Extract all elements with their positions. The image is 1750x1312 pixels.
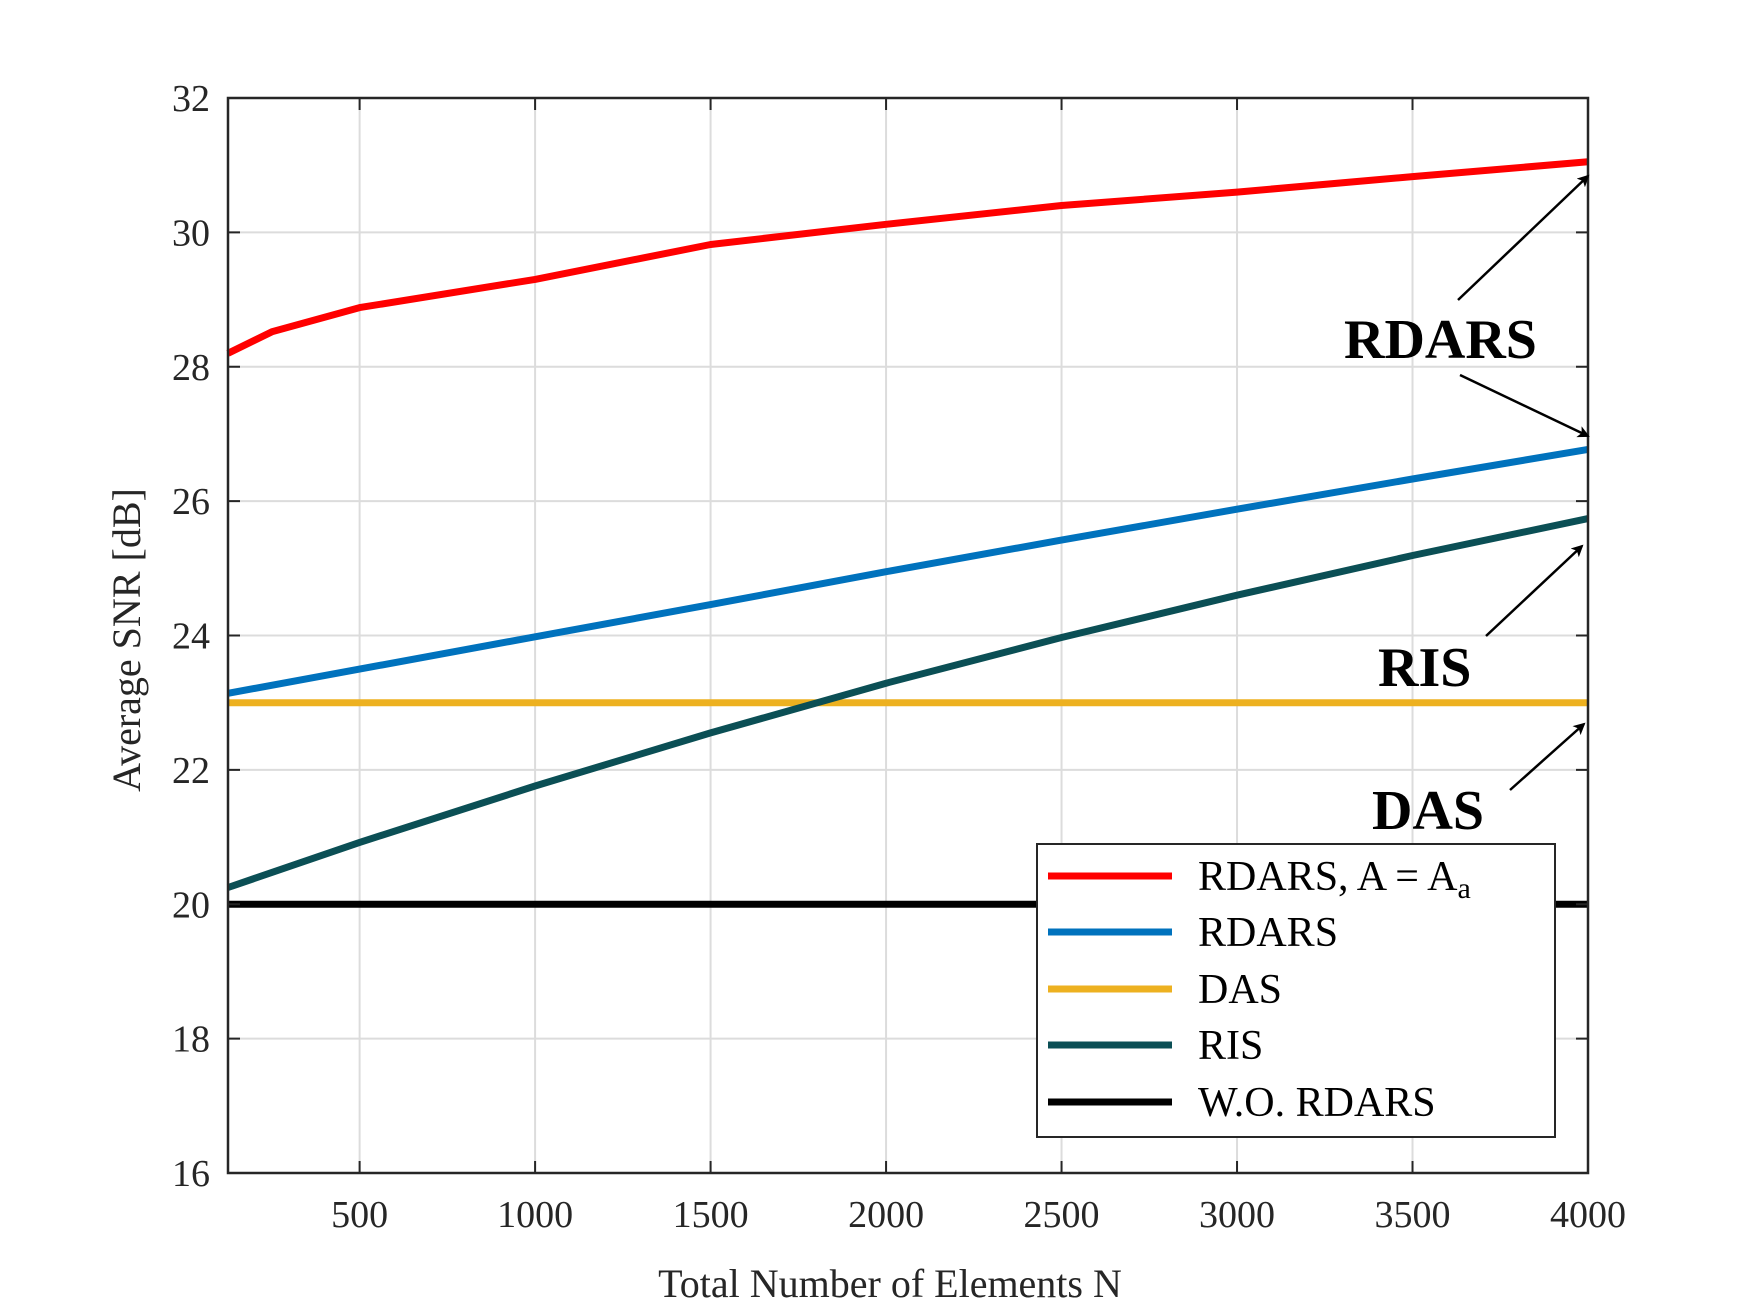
legend-label: RDARS bbox=[1198, 910, 1338, 956]
x-tick-label: 2500 bbox=[1024, 1194, 1100, 1236]
series-line-ris bbox=[226, 515, 1589, 891]
annotation-das: DAS bbox=[1372, 780, 1484, 842]
y-tick-label: 32 bbox=[172, 78, 210, 120]
series-lines bbox=[226, 158, 1589, 908]
x-tick-label: 3000 bbox=[1199, 1194, 1275, 1236]
y-axis-title: Average SNR [dB] bbox=[104, 488, 149, 792]
x-tick-label: 1500 bbox=[673, 1194, 749, 1236]
y-tick-label: 18 bbox=[172, 1019, 210, 1061]
y-tick-label: 20 bbox=[172, 884, 210, 926]
tick-labels: 500 1000 1500 2000 2500 3000 3500 4000 16 18 20 22 2… bbox=[172, 78, 1626, 1236]
x-axis-title: Total Number of Elements N bbox=[658, 1261, 1122, 1306]
annotation-rdars: RDARS bbox=[1344, 309, 1537, 371]
legend: RDARS, A = Aa RDARS DAS RIS W.O. RDARS bbox=[1036, 843, 1556, 1138]
annotation-arrow-rdars-a bbox=[1457, 174, 1590, 301]
series-line-rdars bbox=[227, 445, 1589, 697]
legend-label: DAS bbox=[1198, 967, 1282, 1013]
legend-label: RDARS, A = Aa bbox=[1198, 854, 1471, 905]
x-tick-label: 2000 bbox=[848, 1194, 924, 1236]
x-tick-label: 1000 bbox=[497, 1194, 573, 1236]
annotation-arrow-ris bbox=[1485, 544, 1584, 637]
annotation-ris: RIS bbox=[1378, 637, 1471, 699]
series-line-rdars-a-a bbox=[226, 158, 1589, 357]
y-tick-label: 28 bbox=[172, 347, 210, 389]
y-tick-label: 22 bbox=[172, 750, 210, 792]
x-tick-label: 500 bbox=[331, 1194, 388, 1236]
legend-label: W.O. RDARS bbox=[1198, 1080, 1436, 1126]
legend-label: RIS bbox=[1198, 1023, 1263, 1069]
annotation-arrow-rdars bbox=[1459, 373, 1590, 438]
y-tick-label: 24 bbox=[172, 616, 210, 658]
legend-label-subscript: a bbox=[1457, 872, 1470, 905]
annotations: RDARS RIS DAS bbox=[1344, 174, 1590, 842]
annotation-arrow-das bbox=[1509, 722, 1586, 791]
ticks bbox=[228, 97, 1589, 1174]
y-tick-label: 26 bbox=[172, 481, 210, 523]
y-tick-label: 30 bbox=[172, 212, 210, 254]
x-tick-label: 3500 bbox=[1375, 1194, 1451, 1236]
x-tick-label: 4000 bbox=[1550, 1194, 1626, 1236]
y-tick-label: 16 bbox=[172, 1153, 210, 1195]
